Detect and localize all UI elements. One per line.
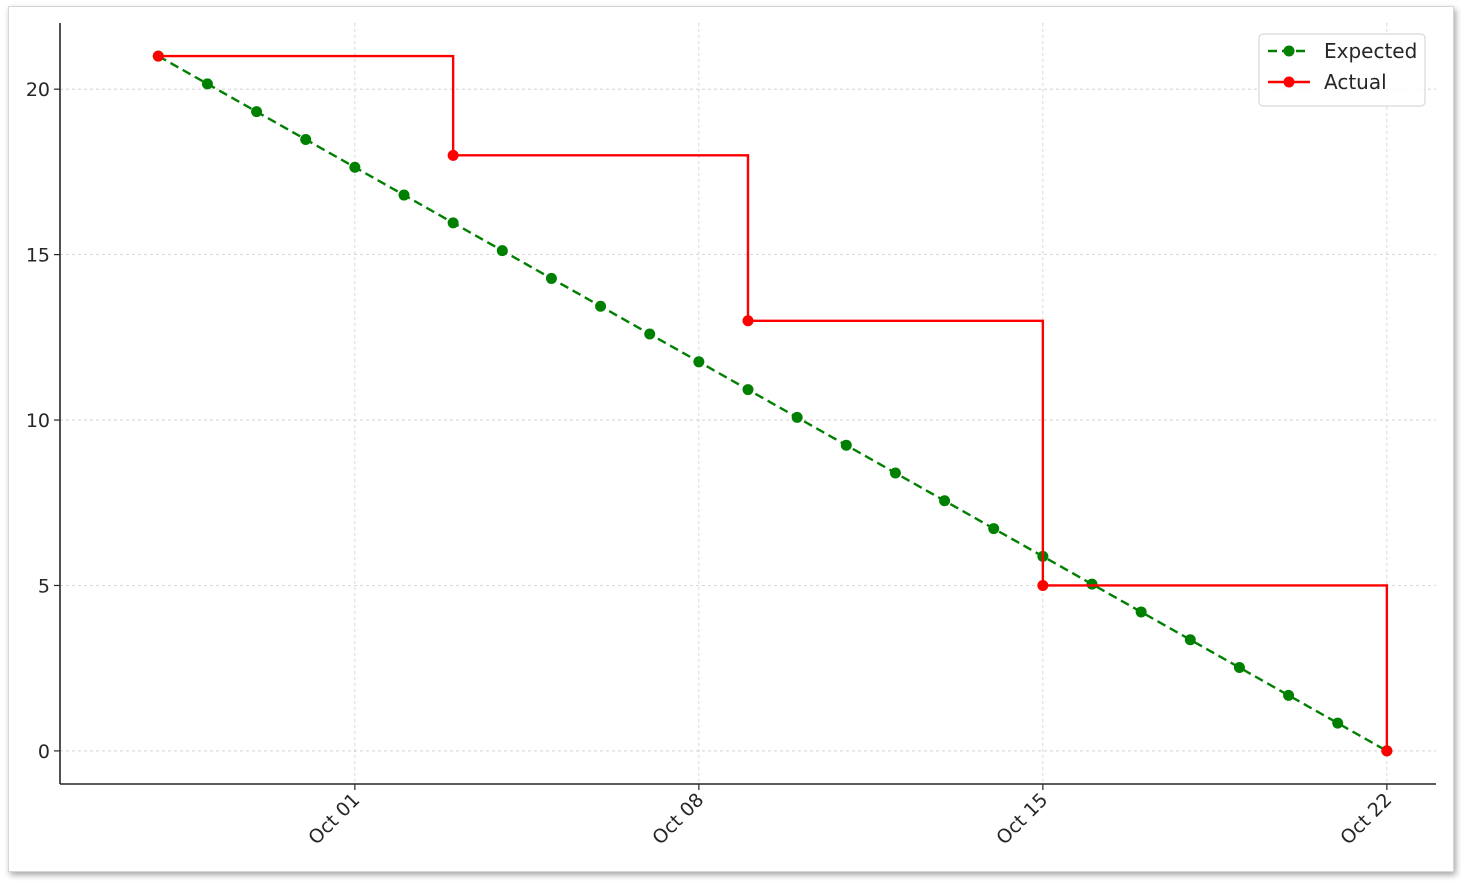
legend-label-actual: Actual [1324,70,1387,94]
expected-point [939,495,951,507]
x-tick-label: Oct 01 [304,789,364,849]
expected-point [545,272,557,284]
expected-point [496,245,508,257]
expected-point [447,217,459,229]
actual-point [152,50,164,62]
x-tick-label: Oct 15 [992,789,1052,849]
expected-point [595,300,607,312]
y-tick-label: 0 [38,741,50,763]
y-tick-label: 10 [26,410,50,432]
x-tick-label: Oct 08 [648,789,708,849]
expected-point [1184,634,1196,646]
y-tick-label: 20 [26,79,50,101]
actual-point [447,149,459,161]
expected-point [251,106,263,118]
expected-point [840,439,852,451]
y-axis-ticks: 0 5 10 15 20 [26,79,60,763]
expected-point [644,328,656,340]
expected-point [1283,689,1295,701]
expected-point [988,523,1000,535]
grid-lines [60,23,1436,784]
chart-frame [8,6,1454,872]
actual-point [1381,745,1393,757]
x-tick-label: Oct 22 [1336,789,1396,849]
expected-point [742,384,754,396]
legend-marker-expected [1283,45,1295,57]
series-layer [152,50,1393,757]
y-tick-label: 5 [38,575,50,597]
expected-point [1135,606,1147,618]
legend-label-expected: Expected [1324,39,1417,63]
expected-point [791,411,803,423]
expected-point [1233,662,1245,674]
expected-point [693,356,705,368]
legend: Expected Actual [1258,33,1426,107]
actual-point [742,315,754,327]
y-tick-label: 15 [26,245,50,267]
actual-point [1037,579,1049,591]
expected-point [889,467,901,479]
expected-point [1086,578,1098,590]
axes [59,23,1436,785]
expected-point [300,133,312,145]
x-axis-ticks: Oct 01 Oct 08 Oct 15 Oct 22 [304,784,1396,849]
expected-point [1332,717,1344,729]
expected-point [349,161,361,173]
expected-line [157,55,1388,752]
expected-point [398,189,410,201]
expected-point [201,78,213,90]
legend-marker-actual [1283,76,1295,88]
